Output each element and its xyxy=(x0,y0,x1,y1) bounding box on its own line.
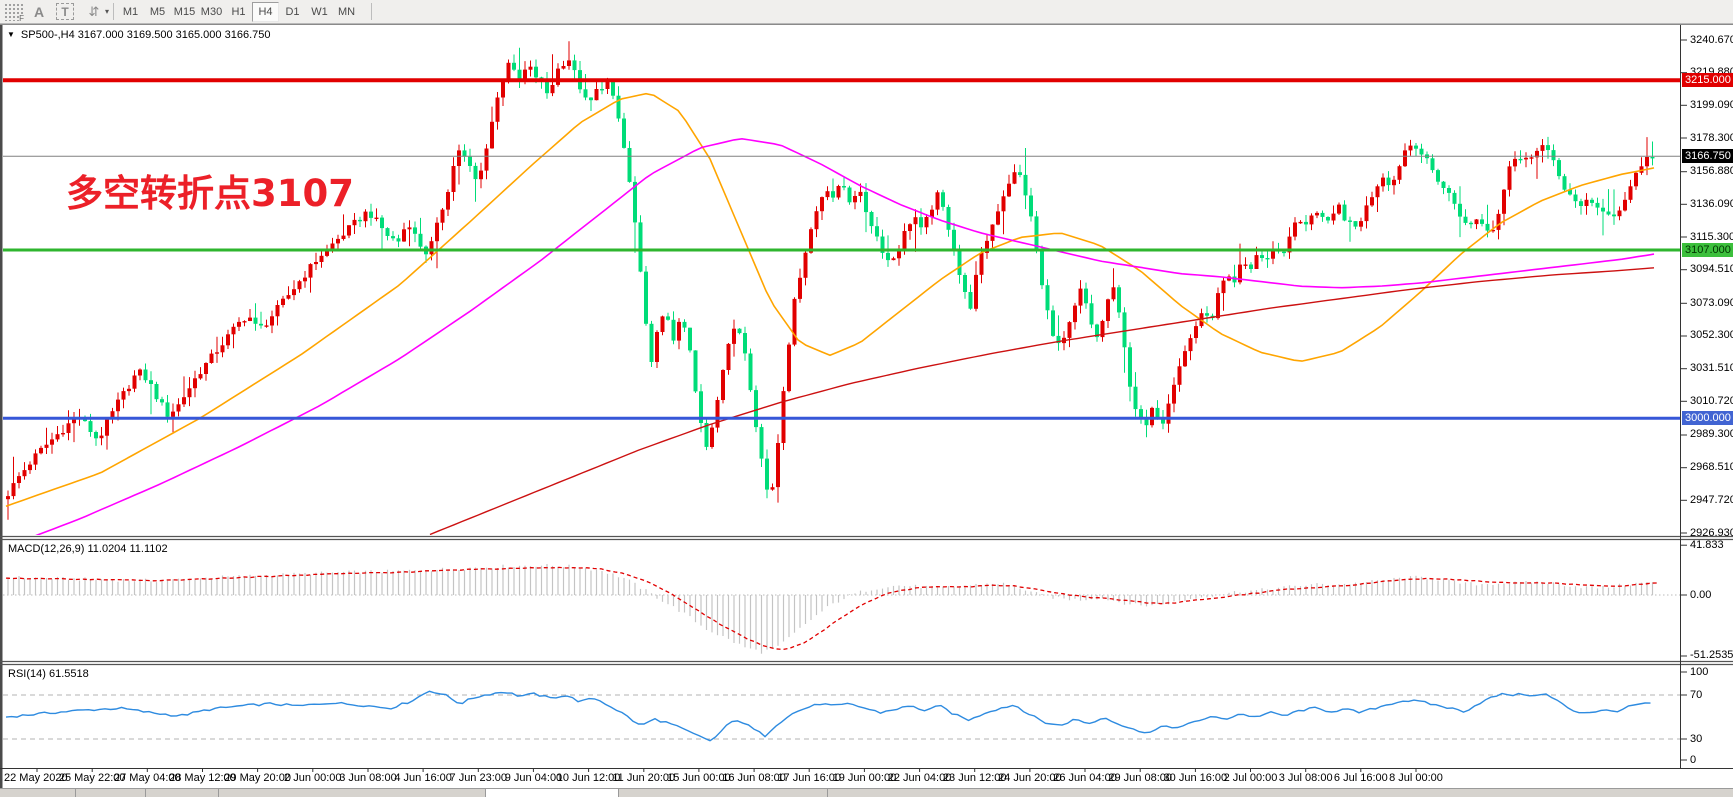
time-axis-label: 27 May 04:00 xyxy=(113,772,181,784)
time-axis-label: 3 Jul 08:00 xyxy=(1278,772,1333,784)
timeframe-button-h1[interactable]: H1 xyxy=(231,6,246,18)
macd-axis-label: 0.00 xyxy=(1690,588,1712,601)
price-axis-label: 3094.510 xyxy=(1690,263,1733,276)
time-axis-label: 29 May 20:00 xyxy=(224,772,291,784)
price-axis-label: 3178.300 xyxy=(1690,131,1733,144)
arrow-tools-icon[interactable]: ⇵ xyxy=(88,3,100,19)
toolbar: F A T ⇵ ▾ M1 M5 M15 M30 H1 H4 D1 W1 MN xyxy=(0,0,1733,24)
time-axis-label: 19 Jun 00:00 xyxy=(832,772,897,784)
macd-axis-label: -51.2535 xyxy=(1690,649,1733,662)
time-axis-label: 11 Jun 20:00 xyxy=(612,772,676,784)
price-axis-label: 3240.670 xyxy=(1690,33,1733,46)
price-axis-label: 2989.300 xyxy=(1690,428,1733,441)
price-axis-label: 3156.880 xyxy=(1690,165,1733,178)
time-axis-label: 9 Jun 04:00 xyxy=(504,772,563,784)
rsi-axis-label: 100 xyxy=(1690,665,1709,678)
symbol-ohlc-text: SP500-,H4 3167.000 3169.500 3165.000 316… xyxy=(20,29,271,41)
toolbar-separator xyxy=(371,3,372,20)
time-axis-label: 15 Jun 00:00 xyxy=(667,772,731,784)
time-axis-label: 17 Jun 16:00 xyxy=(777,772,842,784)
macd-axis-label: 41.833 xyxy=(1690,538,1724,551)
rsi-indicator-label: RSI(14) 61.5518 xyxy=(8,668,89,680)
snap-grid-icon[interactable]: F xyxy=(3,2,24,23)
timeframe-button-m5[interactable]: M5 xyxy=(149,6,166,18)
time-axis-label: 4 Jun 16:00 xyxy=(394,772,452,784)
time-axis-label: 3 Jun 08:00 xyxy=(339,772,397,784)
timeframe-group: M1 M5 M15 M30 H1 H4 D1 W1 MN xyxy=(117,1,360,23)
collapse-caret-icon[interactable]: ▼ xyxy=(7,30,15,39)
time-axis-label: 10 Jun 12:00 xyxy=(556,772,621,784)
time-axis-label: 26 Jun 04:00 xyxy=(1053,772,1117,784)
price-axis-label: 2947.720 xyxy=(1690,493,1733,506)
time-axis-label: 2 Jun 00:00 xyxy=(284,772,342,784)
price-line-tag: 3107.000 xyxy=(1682,243,1733,258)
price-axis-label: 2968.510 xyxy=(1690,461,1733,474)
price-line-tag: 3000.000 xyxy=(1682,411,1733,426)
time-axis-label: 28 May 12:00 xyxy=(169,772,236,784)
price-axis-label: 3199.090 xyxy=(1690,98,1733,111)
timeframe-button-d1[interactable]: D1 xyxy=(285,6,300,18)
price-axis-label: 2926.930 xyxy=(1690,526,1733,539)
time-axis-label: 7 Jun 23:00 xyxy=(449,772,508,784)
time-axis-label: 22 Jun 04:00 xyxy=(887,772,952,784)
rsi-axis-label: 70 xyxy=(1690,688,1703,701)
price-line-tag: 3215.000 xyxy=(1682,73,1733,88)
chart-annotation-text: 多空转折点3107 xyxy=(66,172,354,215)
timeframe-button-m15[interactable]: M15 xyxy=(173,6,196,18)
time-axis-label: 25 May 22:00 xyxy=(58,772,126,784)
time-axis-label: 29 Jun 08:00 xyxy=(1108,772,1172,784)
font-label-icon[interactable]: A xyxy=(33,3,45,20)
timeframe-button-m1[interactable]: M1 xyxy=(122,6,139,18)
dropdown-caret-icon[interactable]: ▾ xyxy=(104,7,109,16)
price-axis-label: 3052.300 xyxy=(1690,329,1733,342)
price-line-tag: 3166.750 xyxy=(1682,149,1733,164)
rsi-axis-label: 30 xyxy=(1690,732,1703,745)
time-axis-label: 23 Jun 12:00 xyxy=(942,772,1007,784)
timeframe-button-h4[interactable]: H4 xyxy=(252,2,279,22)
price-axis-label: 3031.510 xyxy=(1690,362,1733,375)
background-window-strip xyxy=(0,788,1733,797)
time-axis-label: 6 Jul 16:00 xyxy=(1333,772,1388,784)
text-tool-icon[interactable]: T xyxy=(56,3,74,20)
timeframe-button-w1[interactable]: W1 xyxy=(311,6,328,18)
price-axis-label: 3136.090 xyxy=(1690,197,1733,210)
time-axis-label: 2 Jul 00:00 xyxy=(1223,772,1278,784)
toolbar-separator xyxy=(113,3,114,20)
price-axis-label: 3073.090 xyxy=(1690,296,1733,309)
price-axis-label: 3010.720 xyxy=(1690,394,1733,407)
chart-title: ▼ SP500-,H4 3167.000 3169.500 3165.000 31… xyxy=(7,29,270,41)
timeframe-button-mn[interactable]: MN xyxy=(337,6,356,18)
time-axis-label: 22 May 2020 xyxy=(4,772,68,784)
time-axis-label: 30 Jun 16:00 xyxy=(1163,772,1228,784)
time-axis-label: 8 Jul 00:00 xyxy=(1389,772,1443,784)
macd-indicator-label: MACD(12,26,9) 11.0204 11.1102 xyxy=(8,543,168,555)
price-axis-label: 3115.300 xyxy=(1690,230,1733,243)
rsi-axis-label: 0 xyxy=(1690,753,1697,766)
timeframe-button-m30[interactable]: M30 xyxy=(200,6,223,18)
time-axis-label: 16 Jun 08:00 xyxy=(722,772,786,784)
time-axis-label: 24 Jun 20:00 xyxy=(998,772,1062,784)
